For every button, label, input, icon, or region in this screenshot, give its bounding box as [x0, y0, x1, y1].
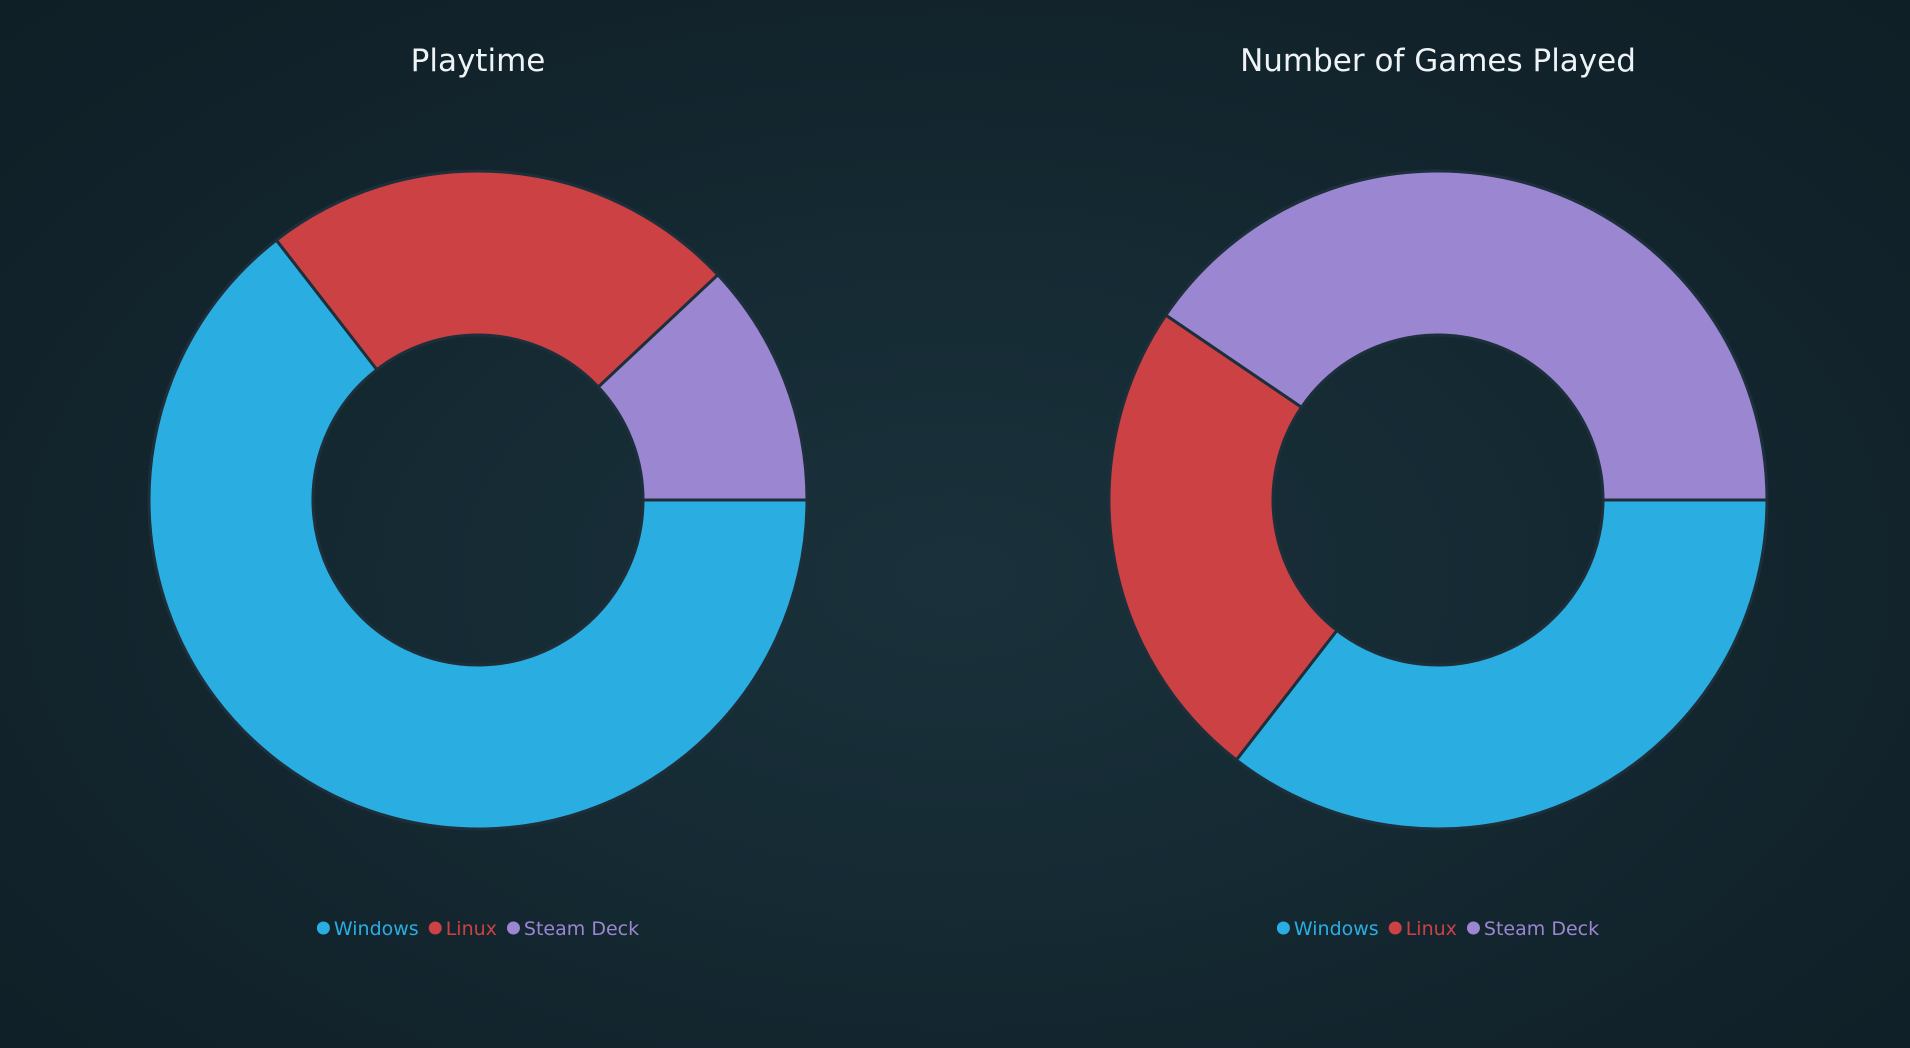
- slice-linux[interactable]: [1107, 313, 1339, 762]
- legend-item-linux[interactable]: Linux: [1388, 918, 1457, 940]
- legend-swatch: [1466, 921, 1480, 935]
- games-played-chart: Number of Games Played Windows Linux Steam…: [1107, 43, 1769, 940]
- legend-item-linux[interactable]: Linux: [428, 918, 497, 940]
- legend-swatch: [1276, 921, 1290, 935]
- chart-title: Playtime: [411, 43, 546, 79]
- slice-steam-deck[interactable]: [596, 273, 809, 502]
- slice-windows[interactable]: [1234, 498, 1769, 831]
- legend-label: Steam Deck: [524, 918, 639, 940]
- slice-steam-deck[interactable]: [1164, 169, 1769, 502]
- legend-label: Linux: [1406, 918, 1457, 940]
- legend-swatch: [316, 921, 330, 935]
- legend-swatch: [428, 921, 442, 935]
- legend-item-windows[interactable]: Windows: [1276, 918, 1379, 940]
- legend-item-windows[interactable]: Windows: [316, 918, 419, 940]
- legend: Windows Linux Steam Deck: [316, 918, 639, 940]
- legend-label: Steam Deck: [1484, 918, 1599, 940]
- legend-swatch: [506, 921, 520, 935]
- playtime-chart-panel: Playtime Windows Linux Steam Deck: [147, 43, 809, 940]
- legend: Windows Linux Steam Deck: [1276, 918, 1599, 940]
- playtime-chart: Playtime Windows Linux Steam Deck: [147, 43, 809, 940]
- slice-windows[interactable]: [147, 238, 809, 831]
- donut-slices: [147, 169, 809, 831]
- chart-title: Number of Games Played: [1240, 43, 1636, 79]
- legend-label: Windows: [1294, 918, 1379, 940]
- legend-item-steam-deck[interactable]: Steam Deck: [506, 918, 639, 940]
- legend-label: Windows: [334, 918, 419, 940]
- legend-swatch: [1388, 921, 1402, 935]
- slice-linux[interactable]: [274, 169, 720, 389]
- legend-item-steam-deck[interactable]: Steam Deck: [1466, 918, 1599, 940]
- games-played-chart-panel: Number of Games Played Windows Linux Steam…: [955, 0, 1910, 1048]
- donut-slices: [1107, 169, 1769, 831]
- legend-label: Linux: [446, 918, 497, 940]
